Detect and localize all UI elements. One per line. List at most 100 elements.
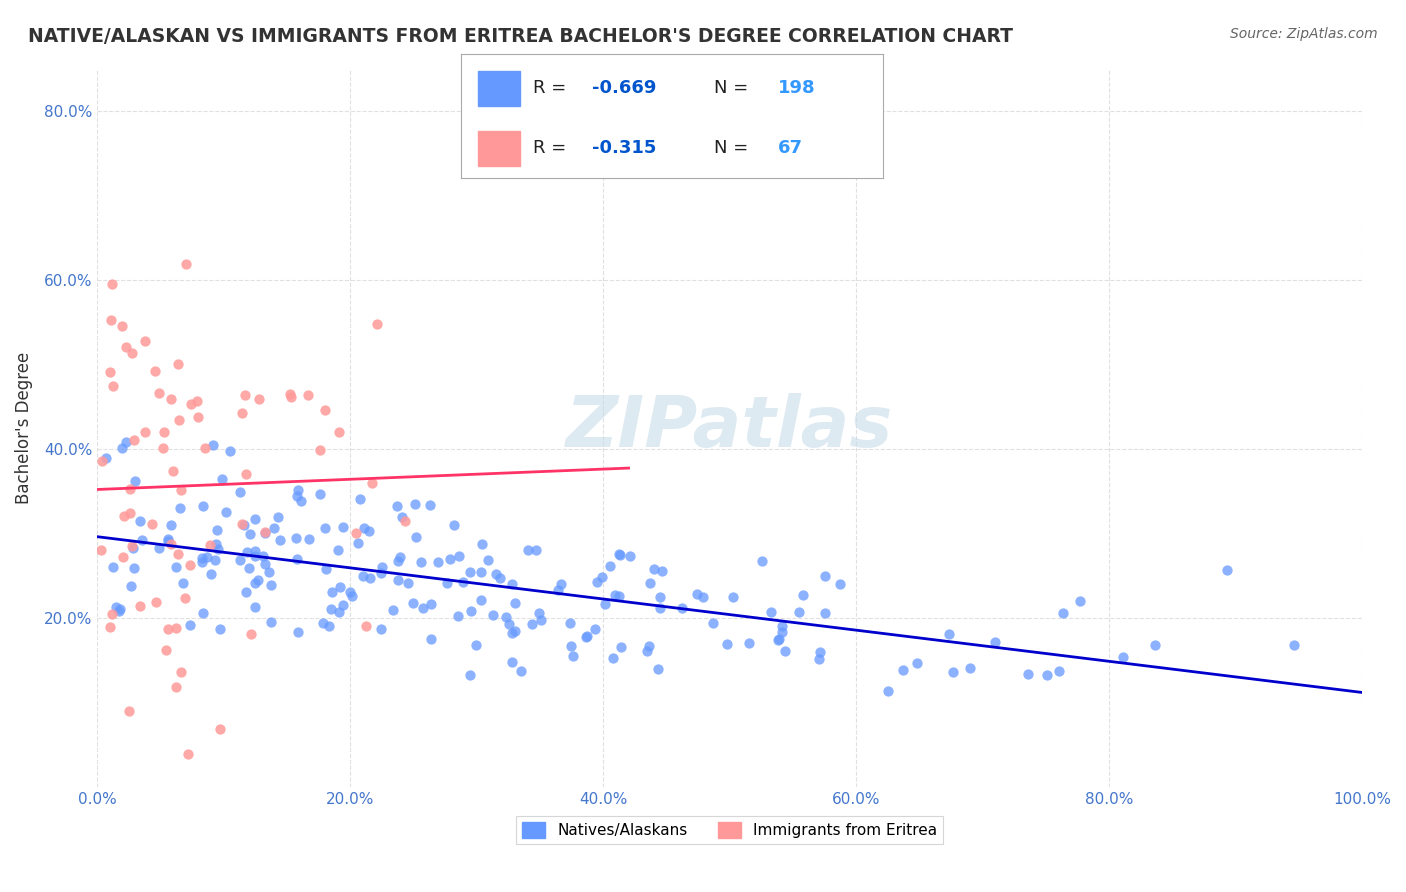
Point (470, 565, 492, 579)
Point (905, 656, 928, 670)
Point (389, 549, 412, 564)
Point (321, 585, 343, 599)
Point (404, 497, 426, 511)
Bar (478, 71, 520, 106)
Text: -0.669: -0.669 (592, 79, 657, 97)
Point (186, 394, 208, 409)
Point (686, 587, 709, 601)
Point (101, 607, 124, 621)
Point (983, 634, 1005, 648)
Point (547, 582, 569, 597)
Point (394, 514, 416, 528)
Point (411, 555, 433, 569)
Point (498, 617, 520, 632)
Point (470, 593, 492, 607)
Point (1112, 649, 1135, 664)
Point (447, 609, 470, 624)
Point (215, 505, 238, 519)
Point (458, 565, 481, 579)
Point (477, 553, 499, 567)
Point (671, 600, 693, 615)
Point (98, 365, 121, 379)
Point (460, 604, 482, 618)
Point (349, 492, 371, 507)
Point (443, 517, 465, 532)
Point (344, 526, 367, 541)
Point (108, 601, 131, 615)
Point (191, 499, 214, 513)
Point (366, 317, 388, 331)
Point (387, 573, 409, 587)
Point (405, 531, 427, 545)
Point (439, 552, 461, 566)
Point (229, 553, 252, 567)
Point (156, 532, 179, 546)
Point (180, 397, 202, 411)
Point (259, 615, 281, 630)
Point (253, 526, 276, 541)
Text: R =: R = (533, 139, 572, 157)
Point (516, 543, 538, 558)
Point (112, 509, 135, 524)
Point (702, 616, 724, 631)
Point (309, 443, 332, 458)
Point (280, 391, 302, 405)
Point (143, 363, 166, 377)
Point (501, 577, 523, 591)
Point (585, 575, 607, 590)
Point (148, 541, 170, 556)
Point (111, 319, 134, 334)
Point (285, 489, 308, 503)
Point (401, 596, 423, 610)
Point (155, 643, 177, 657)
Point (332, 599, 354, 613)
Point (290, 494, 312, 508)
Point (108, 604, 131, 618)
Point (120, 579, 142, 593)
Point (385, 500, 408, 514)
Point (287, 483, 309, 498)
Point (200, 567, 222, 582)
Point (191, 556, 214, 570)
Point (723, 590, 745, 604)
Point (129, 599, 152, 614)
Point (1282, 638, 1305, 652)
Point (177, 747, 200, 762)
Point (152, 441, 174, 455)
Point (607, 548, 630, 562)
Point (759, 605, 782, 619)
Point (509, 664, 531, 678)
Point (160, 517, 183, 532)
Point (328, 425, 350, 439)
Point (124, 474, 146, 488)
Point (766, 633, 789, 648)
Point (314, 402, 336, 417)
Point (252, 549, 274, 563)
Point (309, 487, 332, 501)
Point (167, 547, 190, 561)
Point (194, 442, 217, 456)
Point (191, 606, 214, 620)
Point (959, 660, 981, 674)
Point (111, 441, 134, 455)
Point (339, 585, 361, 599)
Point (359, 571, 381, 585)
Point (124, 433, 146, 447)
Text: NATIVE/ALASKAN VS IMMIGRANTS FROM ERITREA BACHELOR'S DEGREE CORRELATION CHART: NATIVE/ALASKAN VS IMMIGRANTS FROM ERITRE… (28, 27, 1014, 45)
Point (751, 553, 773, 567)
Point (243, 544, 266, 558)
Point (190, 550, 212, 565)
Point (501, 626, 523, 640)
Point (314, 521, 336, 535)
Point (166, 357, 188, 371)
Point (575, 630, 598, 644)
Point (593, 598, 616, 612)
Point (243, 576, 266, 591)
Point (204, 553, 226, 567)
Point (354, 619, 377, 633)
Point (179, 618, 201, 632)
Point (141, 517, 163, 532)
Point (419, 632, 441, 646)
Point (342, 589, 364, 603)
Point (412, 600, 434, 615)
